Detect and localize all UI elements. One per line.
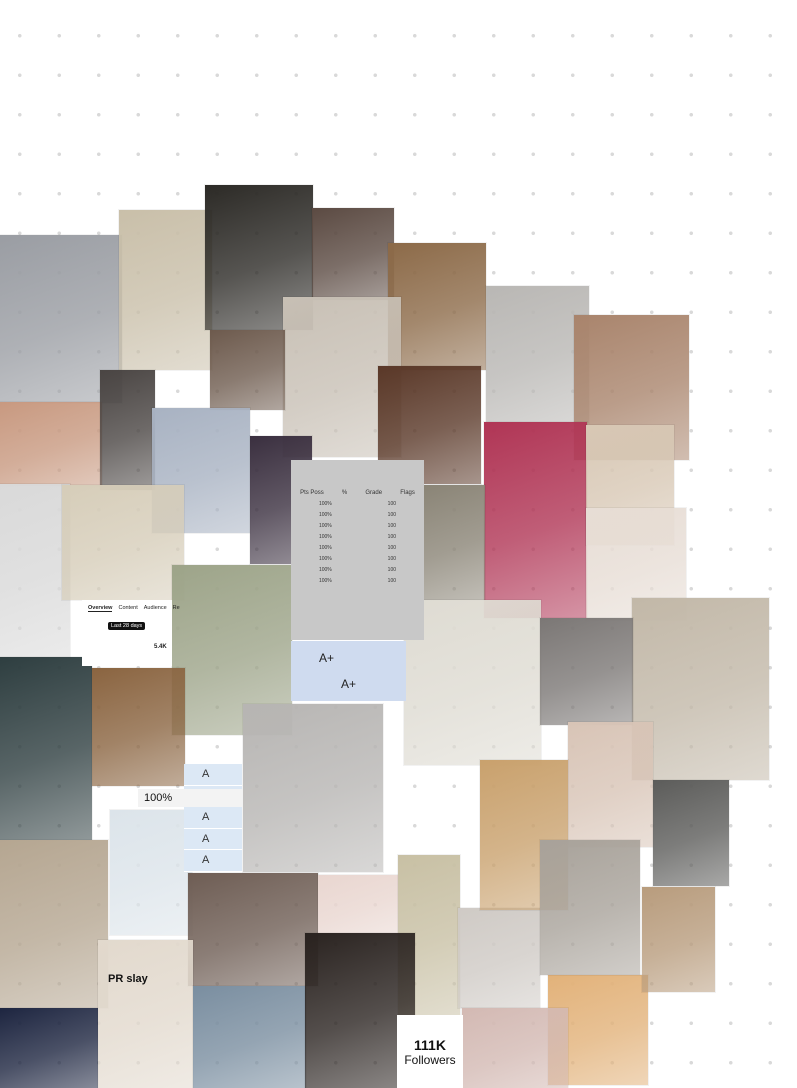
photo-art-desk [92,668,185,786]
photo-boxes-floor [642,887,715,992]
photo-glasses-selfie [568,722,653,847]
photo-surgical-tools [193,986,306,1088]
photo-supplements [98,940,193,1088]
grade-table-header-cell: % [341,490,348,496]
grade-table-cell: 100% [318,567,332,573]
analytics-value: 5.4K [154,644,167,650]
grade-column-screenshot: A A A A A [184,764,242,872]
followers-card: 111K Followers [397,1015,463,1088]
grade-table-header-cell: Grade [365,490,383,496]
grade-table-row: 100% 100 [291,534,424,540]
analytics-tab: Overview [88,605,113,612]
aplus-grades-screenshot: A+ A+ [291,641,406,701]
photo-hospital-fisheye [243,704,383,872]
grade-table-cell: 100% [318,578,332,584]
grade-cell: A [184,850,242,872]
analytics-screenshot: Overview Content Audience Re Last 28 day… [82,600,180,666]
analytics-tab: Re [172,605,180,611]
grade-table-cell: 100% [318,534,332,540]
grade-table-screenshot: Pts Poss % Grade Flags 100% 100 100% 100 100… [291,460,424,640]
photo-workout-selfie [210,330,285,410]
grade-table-rows: 100% 100 100% 100 100% 100 100% 100 100% 100 100% 1… [291,501,424,584]
grade-table-row: 100% 100 [291,567,424,573]
aplus-grade: A+ [319,651,335,665]
photo-water-bottle [653,780,729,886]
photo-doctor-white-coat [0,484,70,658]
grade-table-row: 100% 100 [291,578,424,584]
photo-passport [110,810,192,935]
photo-glowing-skin [0,402,102,486]
photo-heart-hands [100,370,155,490]
grade-table-cell: 100% [318,501,332,507]
photo-sheet-music [62,485,184,600]
photo-surgeons [0,657,92,840]
grade-table-cell: 100% [318,523,332,529]
pr-label: PR slay [108,973,148,985]
grade-table-row: 100% 100 [291,501,424,507]
photo-friends-party [305,933,415,1088]
photo-knit-sweater [462,1008,568,1088]
photo-brunette-hair [312,208,394,300]
grade-table-cell: 100 [387,512,397,518]
grade-table-cell: 100% [318,556,332,562]
photo-toned-abs [486,286,589,423]
grade-table-row: 100% 100 [291,512,424,518]
grade-table-row: 100% 100 [291,523,424,529]
photo-packages [0,840,108,1008]
grade-cell: A [184,764,242,786]
grade-table-cell: 100 [387,545,397,551]
grade-table-cell: 100% [318,512,332,518]
analytics-tabs: Overview Content Audience Re [82,600,180,612]
grade-table-cell: 100 [387,501,397,507]
grade-table-cell: 100 [387,534,397,540]
photo-stethoscope [484,422,587,618]
photo-casual-outfit [632,598,769,780]
grade-table-header: Pts Poss % Grade Flags [291,460,424,496]
photo-avocado-toast [119,210,212,370]
grade-cell: A [184,829,242,851]
analytics-tab: Audience [143,605,167,611]
grade-table-cell: 100 [387,556,397,562]
followers-count: 111K [414,1036,446,1053]
grade-table-row: 100% 100 [291,545,424,551]
photo-fit-mirror [458,908,540,1008]
photo-plane-window [188,873,318,986]
photo-youtube-plaque [423,485,485,600]
grade-table-cell: 100 [387,523,397,529]
followers-label: Followers [404,1052,456,1067]
photo-books-room [540,840,640,975]
photo-relaxing-legs [540,618,633,725]
analytics-filter: Last 28 days [108,622,146,630]
grade-table-row: 100% 100 [291,556,424,562]
grade-table-header-cell: Pts Poss [300,490,324,496]
percent-badge: 100% [138,789,242,807]
photo-lit-house [0,1008,98,1088]
photo-cookies-tray [388,243,486,370]
grade-table-cell: 100 [387,567,397,573]
grade-table-cell: 100% [318,545,332,551]
grade-table-header-cell: Flags [400,490,415,496]
photo-study-notes [404,600,541,765]
grade-table-cell: 100 [387,578,397,584]
photo-highlighters [318,875,398,935]
analytics-tab: Content [118,605,138,611]
grade-cell: A [184,807,242,829]
aplus-grade: A+ [341,677,357,691]
